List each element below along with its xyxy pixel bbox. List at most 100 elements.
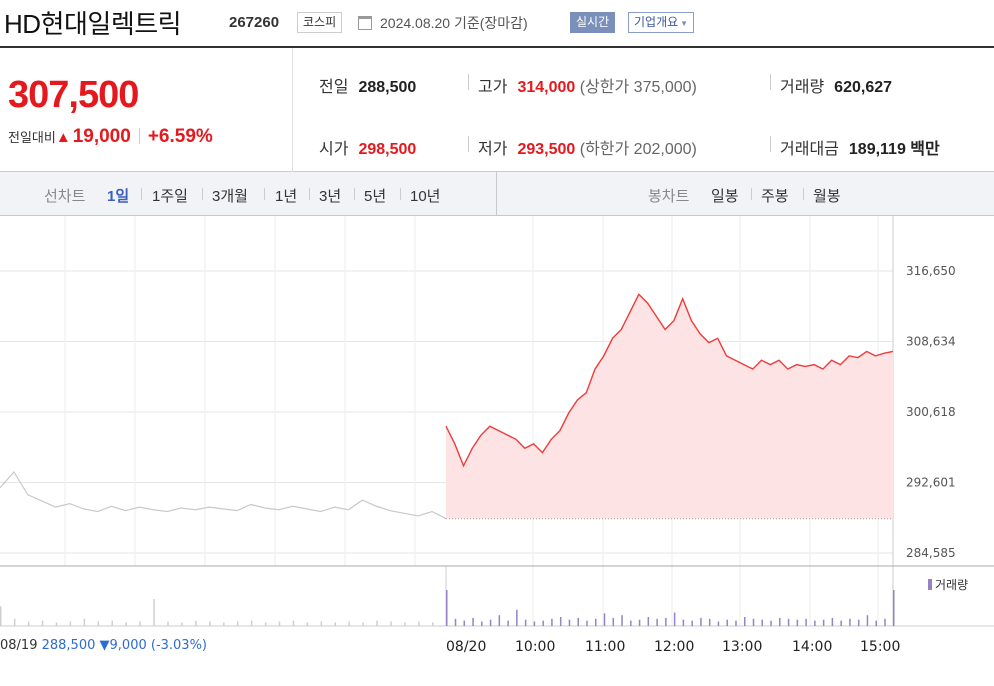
prev-day-close: 288,500 (41, 638, 96, 653)
stat-value: 314,000 (517, 79, 576, 96)
y-tick-label: 292,601 (906, 476, 956, 490)
divider (468, 136, 469, 152)
volume-bar (796, 619, 799, 626)
tab-1week[interactable]: 1주일 (152, 188, 188, 205)
volume-bar (195, 620, 197, 626)
volume-bar (822, 619, 825, 626)
tab-3year[interactable]: 3년 (319, 188, 342, 205)
volume-bar (656, 618, 658, 626)
tab-monthly-candle[interactable]: 월봉 (813, 188, 841, 205)
volume-bar (55, 622, 58, 626)
divider (138, 128, 140, 144)
price-chart[interactable]: 316,650 308,634 300,618 292,601 284,585 08/20… (0, 216, 994, 686)
volume-bar (306, 622, 309, 626)
volume-bar (418, 621, 420, 626)
volume-bar (69, 621, 72, 626)
price-box: 307,500 전일대비▲ 19,000 +6.59% (0, 48, 293, 172)
date-text: 2024.08.20 기준(장마감) (380, 15, 528, 31)
stock-name: HD현대일렉트릭 (4, 9, 182, 39)
volume-bar (209, 621, 211, 626)
divider (751, 188, 752, 200)
volume-bar (167, 621, 169, 626)
volume-legend: 거래량 (928, 576, 968, 593)
volume-bar (857, 619, 860, 626)
volume-bar (454, 618, 457, 626)
volume-bar (691, 620, 693, 626)
stat-sub: (하한가 202,000) (579, 141, 697, 158)
volume-bar (516, 609, 518, 626)
volume-bar (752, 618, 755, 626)
volume-legend-label: 거래량 (935, 578, 969, 592)
stat-label: 거래대금 (780, 141, 839, 158)
volume-bar (621, 615, 623, 626)
stat-value: 620,627 (834, 79, 893, 96)
line-chart-title: 선차트 (44, 188, 86, 205)
stat-open: 시가 298,500 (319, 135, 416, 159)
stock-header: HD현대일렉트릭 267260 코스피 2024.08.20 기준(장마감) 실… (0, 0, 994, 46)
tab-1day[interactable]: 1일 (107, 188, 130, 205)
tab-1year[interactable]: 1년 (275, 188, 298, 205)
volume-bar (744, 617, 746, 626)
price-summary: 307,500 전일대비▲ 19,000 +6.59% 전일 288,500 고가 31… (0, 46, 994, 172)
chart-canvas[interactable]: 316,650 308,634 300,618 292,601 284,585 08/20… (0, 216, 994, 686)
divider (309, 188, 310, 200)
volume-bar (603, 613, 606, 626)
stat-turnover: 거래대금 189,119 백만 (780, 135, 940, 159)
stat-high: 고가 314,000 (상한가 375,000) (478, 73, 697, 97)
company-overview-button[interactable]: 기업개요 ▼ (628, 12, 695, 33)
volume-bar (432, 622, 434, 626)
stat-value: 189,119 (848, 141, 906, 158)
volume-bar (893, 590, 895, 626)
volume-bar (787, 618, 790, 626)
divider (202, 188, 203, 200)
volume-bar (673, 612, 676, 626)
prev-day-date: 08/19 (0, 638, 38, 653)
volume-bar (779, 617, 781, 626)
divider (354, 188, 355, 200)
price-area (446, 294, 893, 519)
volume-bar (708, 618, 711, 626)
volume-bar (735, 620, 737, 626)
volume-bar (13, 618, 16, 626)
change-rate: +6.59% (147, 126, 213, 147)
prev-day-rate: (-3.03%) (150, 638, 208, 653)
volume-bar (814, 620, 816, 626)
volume-bar (665, 617, 667, 626)
volume-bar (533, 621, 536, 626)
price-line (445, 293, 894, 468)
volume-bar (41, 620, 44, 626)
stat-value: 288,500 (358, 79, 417, 96)
volume-bar (630, 620, 632, 626)
tab-5year[interactable]: 5년 (364, 188, 387, 205)
realtime-button[interactable]: 실시간 (570, 12, 616, 33)
volume-bar (111, 620, 113, 626)
volume-bar (153, 599, 155, 626)
tab-daily-candle[interactable]: 일봉 (711, 188, 739, 205)
volume-bar (320, 621, 323, 626)
tab-weekly-candle[interactable]: 주봉 (761, 188, 789, 205)
change-line: 전일대비▲ 19,000 +6.59% (8, 126, 213, 148)
tab-3month[interactable]: 3개월 (212, 188, 248, 205)
volume-bar (542, 620, 544, 626)
volume-bar (559, 617, 562, 626)
tab-10year[interactable]: 10년 (410, 188, 441, 205)
volume-bar (376, 620, 378, 626)
up-triangle-icon: ▲ (55, 129, 71, 146)
volume-bar (404, 622, 406, 626)
volume-bar (638, 619, 641, 626)
stat-value: 293,500 (517, 141, 576, 158)
volume-bar (551, 618, 553, 626)
volume-bar (472, 617, 474, 626)
volume-bar (27, 621, 30, 626)
y-tick-label: 308,634 (906, 335, 956, 349)
volume-bar (97, 621, 100, 626)
prev-day-change: ▼9,000 (99, 638, 147, 653)
volume-bar (612, 617, 615, 626)
volume-bar (884, 618, 886, 626)
divider (770, 136, 771, 152)
x-tick-label: 15:00 (860, 639, 900, 655)
x-tick-label: 08/20 (446, 639, 486, 655)
volume-bar (236, 621, 239, 626)
volume-bar (866, 615, 869, 626)
volume-bar (481, 621, 483, 626)
